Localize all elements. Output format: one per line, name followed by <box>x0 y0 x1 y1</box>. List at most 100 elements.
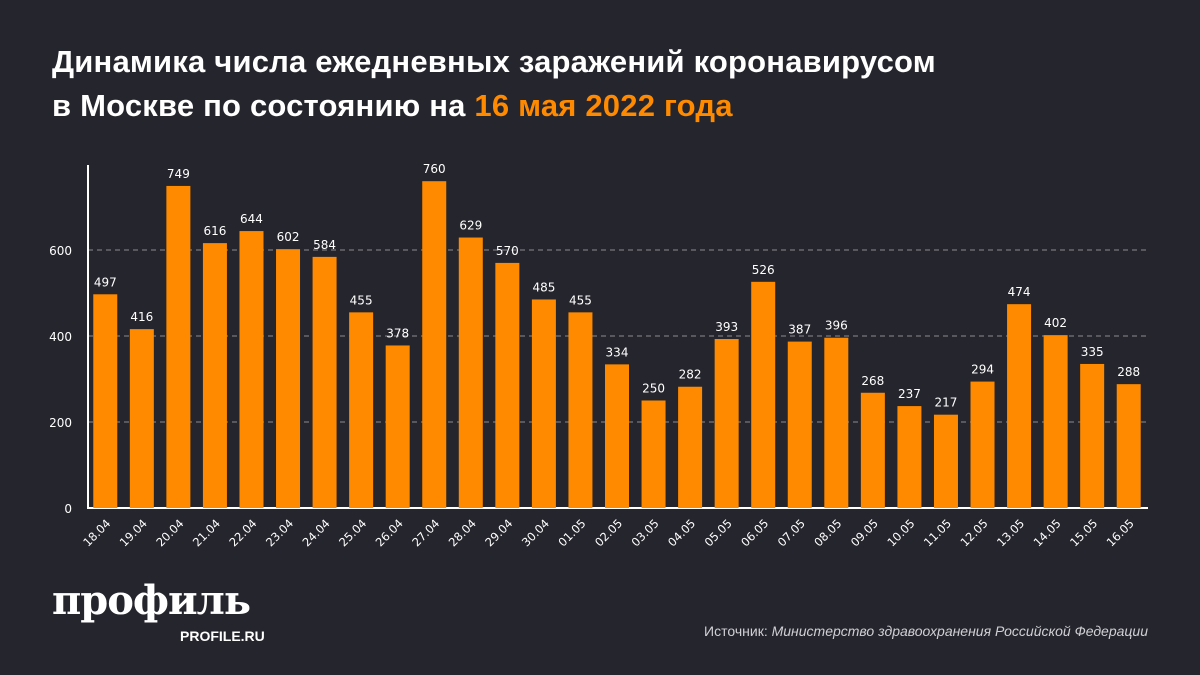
x-tick-label: 05.05 <box>702 516 735 549</box>
data-label: 455 <box>350 293 373 307</box>
x-tick-label: 26.04 <box>373 516 406 549</box>
data-label: 237 <box>898 387 921 401</box>
x-tick-label: 10.05 <box>884 516 917 549</box>
x-tick-label: 19.04 <box>117 516 150 549</box>
x-tick-label: 20.04 <box>153 516 186 549</box>
data-label: 393 <box>715 320 738 334</box>
bar <box>239 231 264 508</box>
x-tick-label: 09.05 <box>848 516 881 549</box>
data-label: 335 <box>1081 345 1104 359</box>
title-line-2: в Москве по состоянию на 16 мая 2022 год… <box>52 84 936 128</box>
bar <box>1007 304 1032 508</box>
data-label: 616 <box>203 224 226 238</box>
bar <box>824 337 849 508</box>
data-label: 378 <box>386 326 409 340</box>
x-tick-label: 27.04 <box>409 516 442 549</box>
data-label: 526 <box>752 263 775 277</box>
data-label: 455 <box>569 293 592 307</box>
bar <box>933 414 958 508</box>
x-tick-label: 16.05 <box>1104 516 1137 549</box>
data-label: 749 <box>167 167 190 181</box>
data-label: 402 <box>1044 316 1067 330</box>
x-tick-label: 18.04 <box>80 516 113 549</box>
bar <box>349 312 374 508</box>
x-tick-label: 13.05 <box>994 516 1027 549</box>
x-tick-label: 23.04 <box>263 516 296 549</box>
data-label: 334 <box>606 345 629 359</box>
bar <box>678 386 703 508</box>
data-label: 250 <box>642 382 665 396</box>
data-label: 474 <box>1008 285 1031 299</box>
bar <box>93 294 118 508</box>
y-tick-label: 600 <box>49 244 72 258</box>
bar <box>605 364 629 508</box>
source-value: Министерство здравоохранения Российской … <box>771 623 1148 639</box>
data-label: 760 <box>423 162 446 176</box>
data-label: 288 <box>1117 365 1140 379</box>
bar <box>751 281 776 508</box>
bar <box>202 243 227 508</box>
logo-site: PROFILE.RU <box>180 628 265 644</box>
bar <box>276 249 301 508</box>
bar <box>897 406 922 508</box>
x-tick-label: 06.05 <box>738 516 771 549</box>
bar <box>714 339 739 508</box>
data-label: 387 <box>788 323 811 337</box>
x-tick-label: 11.05 <box>921 516 954 549</box>
bar <box>787 341 812 508</box>
source-note: Источник: Министерство здравоохранения Р… <box>704 623 1148 639</box>
x-tick-label: 14.05 <box>1031 516 1064 549</box>
x-tick-label: 01.05 <box>555 516 588 549</box>
bar <box>385 345 410 508</box>
data-label: 485 <box>532 280 555 294</box>
x-tick-label: 22.04 <box>226 516 259 549</box>
data-label: 644 <box>240 212 263 226</box>
x-tick-label: 12.05 <box>957 516 990 549</box>
x-tick-label: 24.04 <box>300 516 333 549</box>
bar <box>568 312 593 508</box>
data-label: 217 <box>935 396 958 410</box>
x-tick-label: 03.05 <box>628 516 661 549</box>
x-tick-label: 15.05 <box>1067 516 1100 549</box>
bar <box>458 237 483 508</box>
x-tick-label: 30.04 <box>519 516 552 549</box>
data-label: 416 <box>130 310 153 324</box>
title-date: 16 мая 2022 года <box>474 88 733 123</box>
data-label: 282 <box>679 368 702 382</box>
x-tick-label: 08.05 <box>811 516 844 549</box>
title-line-1: Динамика числа ежедневных заражений коро… <box>52 44 936 79</box>
data-label: 497 <box>94 275 117 289</box>
data-label: 268 <box>861 374 884 388</box>
bar <box>641 400 666 508</box>
bar <box>1116 384 1141 508</box>
data-label: 584 <box>313 238 336 252</box>
x-tick-label: 02.05 <box>592 516 625 549</box>
data-label: 629 <box>459 219 482 233</box>
logo: профиль <box>52 577 251 624</box>
bar <box>129 329 154 508</box>
x-tick-label: 07.05 <box>775 516 808 549</box>
data-label: 602 <box>277 230 300 244</box>
bar <box>166 185 191 508</box>
x-tick-label: 29.04 <box>482 516 515 549</box>
x-tick-label: 04.05 <box>665 516 698 549</box>
bar <box>1043 335 1068 508</box>
y-tick-label: 200 <box>49 416 72 430</box>
data-label: 396 <box>825 319 848 333</box>
chart-title: Динамика числа ежедневных заражений коро… <box>52 40 936 128</box>
bar <box>495 262 520 508</box>
bar <box>970 381 995 508</box>
bar <box>531 299 556 508</box>
bar <box>1080 363 1105 508</box>
x-tick-label: 21.04 <box>190 516 223 549</box>
data-label: 570 <box>496 244 519 258</box>
title-prefix: в Москве по состоянию на <box>52 88 475 123</box>
y-tick-label: 0 <box>64 502 72 516</box>
bar <box>422 181 447 508</box>
source-label: Источник: <box>704 623 772 639</box>
y-tick-label: 400 <box>49 330 72 344</box>
data-label: 294 <box>971 363 994 377</box>
x-tick-label: 28.04 <box>446 516 479 549</box>
bar <box>312 256 337 508</box>
